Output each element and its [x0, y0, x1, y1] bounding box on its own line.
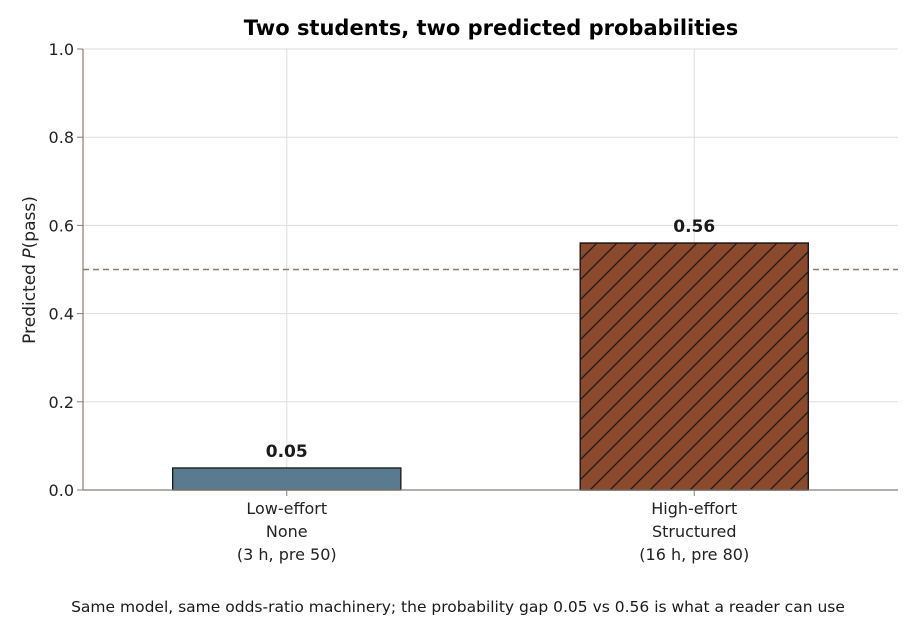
y-tick-label: 0.4 — [49, 305, 74, 324]
y-axis-label-prefix: Predicted — [20, 259, 40, 344]
bar — [171, 467, 402, 491]
y-tick-label: 0.0 — [49, 481, 74, 500]
y-tick-labels: 0.0 0.2 0.4 0.6 0.8 1.0 — [49, 40, 74, 500]
data-labels: 0.05 0.56 — [266, 217, 715, 462]
x-category-label-line: Structured — [652, 522, 737, 541]
y-tick-label: 0.8 — [49, 128, 74, 147]
chart-caption: Same model, same odds-ratio machinery; t… — [71, 598, 845, 616]
y-axis-label-suffix: (pass) — [20, 196, 40, 248]
x-category-label-line: None — [266, 522, 308, 541]
y-tick-label: 0.2 — [49, 393, 74, 412]
y-tick-label: 0.6 — [49, 216, 74, 235]
x-category-label-line: (3 h, pre 50) — [237, 545, 337, 564]
chart-title: Two students, two predicted probabilitie… — [244, 16, 738, 40]
y-tick-label: 1.0 — [49, 40, 74, 59]
x-category-label-line: High-effort — [651, 499, 737, 518]
x-category-labels: Low-effort None (3 h, pre 50) High-effort St… — [237, 499, 749, 564]
data-label: 0.05 — [266, 442, 308, 462]
data-label: 0.56 — [673, 217, 715, 237]
bar-chart: Two students, two predicted probabilitie… — [20, 16, 898, 564]
bar-hatch — [579, 242, 810, 491]
axes — [82, 49, 898, 496]
x-category-label-line: Low-effort — [246, 499, 327, 518]
x-category-label-line: (16 h, pre 80) — [639, 545, 749, 564]
y-axis-label-var: P — [20, 248, 40, 259]
y-axis-label: Predicted P(pass) — [20, 196, 40, 344]
bars — [171, 242, 810, 491]
